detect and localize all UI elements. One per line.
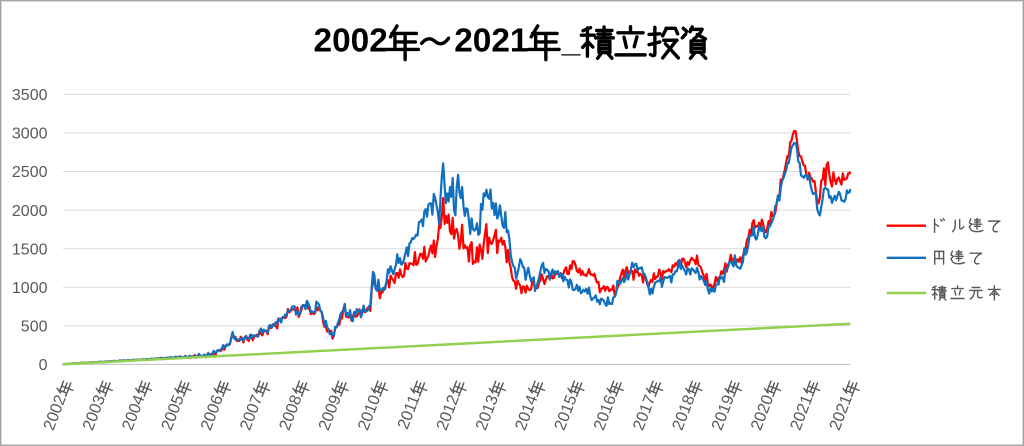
svg-text:1500: 1500 — [12, 241, 48, 258]
svg-text:3500: 3500 — [12, 87, 48, 104]
svg-text:0: 0 — [39, 357, 48, 374]
svg-text:_: _ — [561, 22, 581, 59]
svg-text:1000: 1000 — [12, 280, 48, 297]
svg-text:2021: 2021 — [454, 22, 528, 59]
svg-text:2002: 2002 — [314, 22, 388, 59]
svg-text:2500: 2500 — [12, 164, 48, 181]
svg-text:2000: 2000 — [12, 203, 48, 220]
svg-text:500: 500 — [21, 319, 48, 336]
svg-text:3000: 3000 — [12, 126, 48, 143]
